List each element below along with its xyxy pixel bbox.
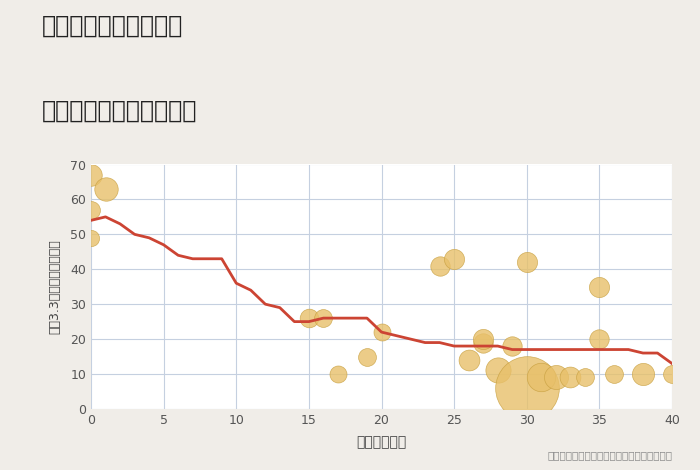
- Point: [449, 255, 460, 263]
- Point: [492, 367, 503, 374]
- Point: [565, 374, 576, 381]
- Text: 福岡県大牟田市築町の: 福岡県大牟田市築町の: [42, 14, 183, 38]
- Point: [463, 356, 475, 364]
- Point: [477, 335, 489, 343]
- Point: [638, 370, 649, 378]
- Point: [580, 374, 591, 381]
- Point: [100, 185, 111, 193]
- Point: [666, 370, 678, 378]
- Point: [521, 384, 532, 392]
- Point: [521, 258, 532, 266]
- Point: [594, 335, 605, 343]
- Point: [594, 283, 605, 290]
- Text: 築年数別中古戸建て価格: 築年数別中古戸建て価格: [42, 99, 197, 123]
- Point: [507, 342, 518, 350]
- Point: [85, 206, 97, 214]
- Point: [477, 339, 489, 346]
- Point: [85, 171, 97, 179]
- Point: [550, 374, 561, 381]
- Point: [376, 329, 387, 336]
- Point: [434, 262, 445, 269]
- Point: [332, 370, 344, 378]
- Text: 円の大きさは、取引のあった物件面積を示す: 円の大きさは、取引のあった物件面積を示す: [547, 450, 672, 461]
- Y-axis label: 坪（3.3㎡）単価（万円）: 坪（3.3㎡）単価（万円）: [49, 239, 62, 334]
- X-axis label: 築年数（年）: 築年数（年）: [356, 435, 407, 449]
- Point: [608, 370, 620, 378]
- Point: [85, 234, 97, 242]
- Point: [303, 314, 314, 322]
- Point: [318, 314, 329, 322]
- Point: [361, 353, 372, 360]
- Point: [536, 374, 547, 381]
